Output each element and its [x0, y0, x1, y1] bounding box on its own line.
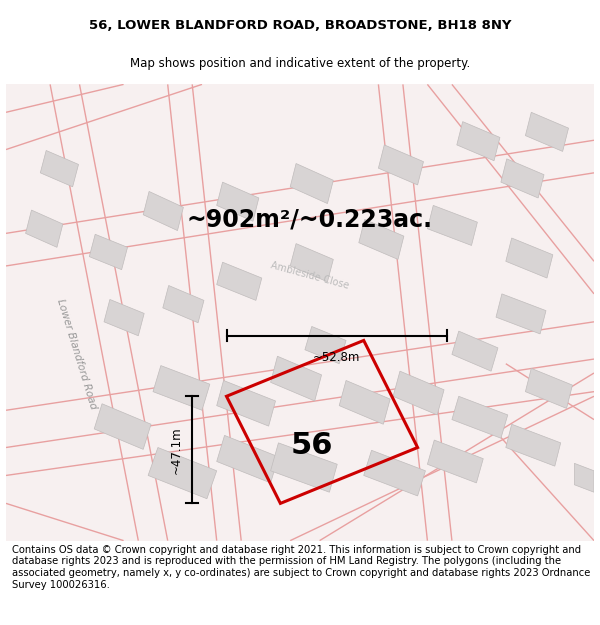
Text: Map shows position and indicative extent of the property.: Map shows position and indicative extent… [130, 57, 470, 70]
Text: Lower Blandford Road: Lower Blandford Road [55, 298, 98, 411]
Polygon shape [26, 210, 63, 248]
Polygon shape [271, 356, 322, 401]
Polygon shape [526, 368, 572, 408]
Polygon shape [526, 112, 569, 151]
Polygon shape [427, 440, 483, 483]
Polygon shape [393, 371, 444, 415]
Polygon shape [364, 450, 425, 496]
Polygon shape [94, 404, 151, 449]
Text: ~47.1m: ~47.1m [169, 426, 182, 474]
Polygon shape [163, 286, 204, 322]
Polygon shape [359, 219, 404, 259]
Polygon shape [217, 381, 275, 426]
Text: ~52.8m: ~52.8m [313, 351, 361, 364]
Polygon shape [217, 182, 259, 221]
Text: Ambleside Close: Ambleside Close [269, 260, 350, 291]
Polygon shape [89, 234, 128, 269]
Polygon shape [339, 381, 390, 424]
Polygon shape [379, 145, 424, 185]
Polygon shape [506, 424, 560, 466]
Polygon shape [427, 206, 478, 246]
Polygon shape [290, 244, 334, 282]
Polygon shape [457, 122, 500, 161]
Text: 56: 56 [291, 431, 334, 459]
Text: Contains OS data © Crown copyright and database right 2021. This information is : Contains OS data © Crown copyright and d… [12, 545, 590, 589]
Polygon shape [506, 238, 553, 278]
Polygon shape [452, 396, 508, 438]
Polygon shape [271, 443, 337, 493]
Polygon shape [217, 436, 278, 483]
Polygon shape [305, 326, 346, 364]
Polygon shape [574, 463, 594, 492]
Polygon shape [217, 262, 262, 301]
Polygon shape [153, 366, 210, 410]
Polygon shape [104, 299, 144, 336]
Polygon shape [148, 448, 217, 499]
Polygon shape [40, 151, 79, 187]
Polygon shape [290, 164, 334, 204]
Polygon shape [143, 191, 184, 231]
Polygon shape [452, 331, 498, 371]
Text: ~902m²/~0.223ac.: ~902m²/~0.223ac. [187, 208, 433, 231]
Polygon shape [501, 159, 544, 198]
Polygon shape [496, 294, 546, 334]
Text: 56, LOWER BLANDFORD ROAD, BROADSTONE, BH18 8NY: 56, LOWER BLANDFORD ROAD, BROADSTONE, BH… [89, 19, 511, 32]
